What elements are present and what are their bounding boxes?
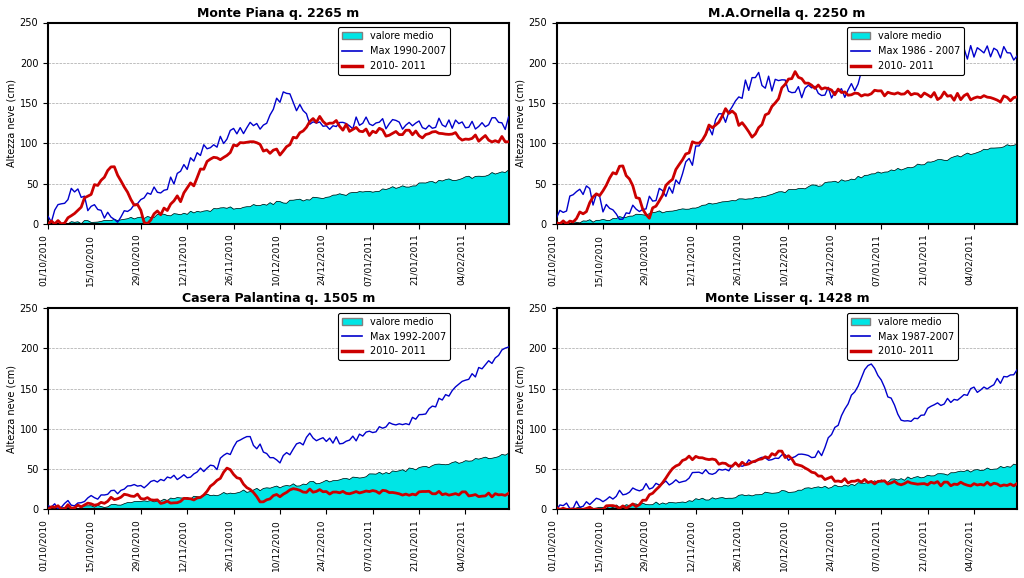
Y-axis label: Altezza neve (cm): Altezza neve (cm) xyxy=(515,79,525,167)
Legend: valore medio, Max 1987-2007, 2010- 2011: valore medio, Max 1987-2007, 2010- 2011 xyxy=(847,313,958,361)
Title: Casera Palantina q. 1505 m: Casera Palantina q. 1505 m xyxy=(181,292,375,305)
Legend: valore medio, Max 1992-2007, 2010- 2011: valore medio, Max 1992-2007, 2010- 2011 xyxy=(338,313,450,361)
Title: Monte Piana q. 2265 m: Monte Piana q. 2265 m xyxy=(198,7,359,20)
Y-axis label: Altezza neve (cm): Altezza neve (cm) xyxy=(515,365,525,453)
Legend: valore medio, Max 1986 - 2007, 2010- 2011: valore medio, Max 1986 - 2007, 2010- 201… xyxy=(847,27,965,75)
Y-axis label: Altezza neve (cm): Altezza neve (cm) xyxy=(7,79,17,167)
Legend: valore medio, Max 1990-2007, 2010- 2011: valore medio, Max 1990-2007, 2010- 2011 xyxy=(338,27,450,75)
Title: Monte Lisser q. 1428 m: Monte Lisser q. 1428 m xyxy=(705,292,869,305)
Title: M.A.Ornella q. 2250 m: M.A.Ornella q. 2250 m xyxy=(709,7,865,20)
Y-axis label: Altezza neve (cm): Altezza neve (cm) xyxy=(7,365,17,453)
